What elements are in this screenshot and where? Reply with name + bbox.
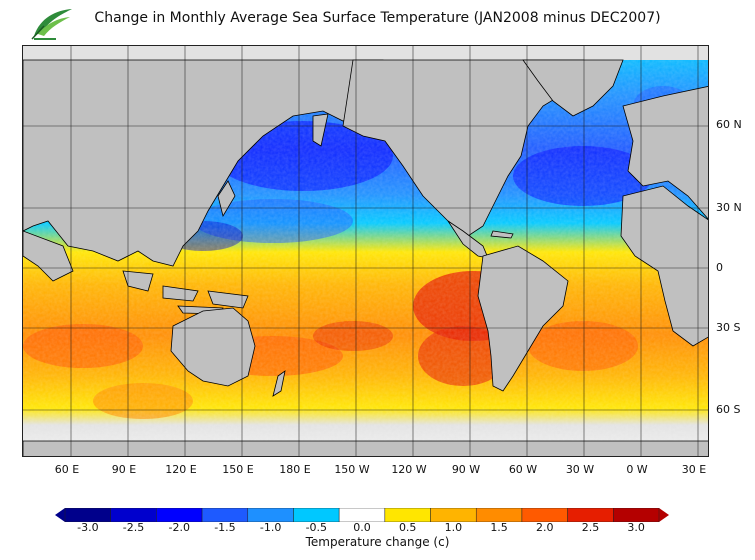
colorbar-cell	[338, 507, 386, 523]
colorbar-cell	[613, 507, 660, 523]
lon-label-30w: 30 W	[565, 463, 595, 476]
land-masses	[23, 59, 708, 456]
lat-label-60n: 60 N	[716, 118, 742, 131]
colorbar-cell	[156, 507, 203, 523]
colorbar-tick-label: -2.0	[168, 521, 190, 534]
colorbar-cell	[110, 507, 157, 523]
lon-label-150e: 150 E	[222, 463, 254, 476]
lon-label-90e: 90 E	[111, 463, 137, 476]
colorbar-tick-label: 2.5	[581, 521, 600, 534]
colorbar-cell	[247, 507, 294, 523]
lon-label-180e: 180 E	[279, 463, 311, 476]
lon-label-0w: 0 W	[626, 463, 648, 476]
lon-label-120w: 120 W	[391, 463, 427, 476]
lat-label-60s: 60 S	[716, 403, 741, 416]
lat-label-0: 0	[716, 261, 723, 274]
colorbar-tick-label: 0.0	[353, 521, 371, 534]
colorbar-arrow-left	[55, 508, 65, 522]
colorbar-tick-label: 3.0	[627, 521, 645, 534]
lon-label-30e: 30 E	[681, 463, 707, 476]
colorbar-arrow-right	[659, 508, 669, 522]
colorbar-tick-label: 2.0	[536, 521, 554, 534]
colorbar-cell	[201, 507, 249, 523]
colorbar-tick-label: 1.0	[444, 521, 463, 534]
colorbar	[55, 507, 669, 523]
colorbar-tick-label: 0.5	[398, 521, 417, 534]
chart-title: Change in Monthly Average Sea Surface Te…	[94, 10, 661, 26]
lon-label-150w: 150 W	[334, 463, 370, 476]
colorbar-tick-label: -3.0	[77, 521, 99, 534]
colorbar-cell	[521, 507, 568, 523]
colorbar-tick-label: -1.5	[214, 521, 236, 534]
lat-label-30s: 30 S	[716, 321, 741, 334]
colorbar-tick-label: -1.0	[259, 521, 282, 534]
colorbar-cell	[384, 507, 431, 523]
lon-label-60w: 60 W	[508, 463, 538, 476]
sst-map	[22, 45, 709, 457]
lon-label-120e: 120 E	[165, 463, 197, 476]
colorbar-cell	[567, 507, 614, 523]
colorbar-cell	[475, 507, 523, 523]
colorbar-tick-label: -2.5	[122, 521, 145, 534]
colorbar-title: Temperature change (c)	[305, 535, 450, 549]
lon-label-60e: 60 E	[54, 463, 80, 476]
lon-label-90w: 90 W	[451, 463, 481, 476]
colorbar-tick-label: 1.5	[490, 521, 508, 534]
graticule	[23, 46, 708, 456]
colorbar-cell	[293, 507, 340, 523]
colorbar-cell	[430, 507, 477, 523]
lat-label-30n: 30 N	[716, 201, 742, 214]
colorbar-tick-label: -0.5	[305, 521, 328, 534]
colorbar-cell	[64, 507, 111, 523]
leaf-logo-icon	[28, 6, 76, 42]
